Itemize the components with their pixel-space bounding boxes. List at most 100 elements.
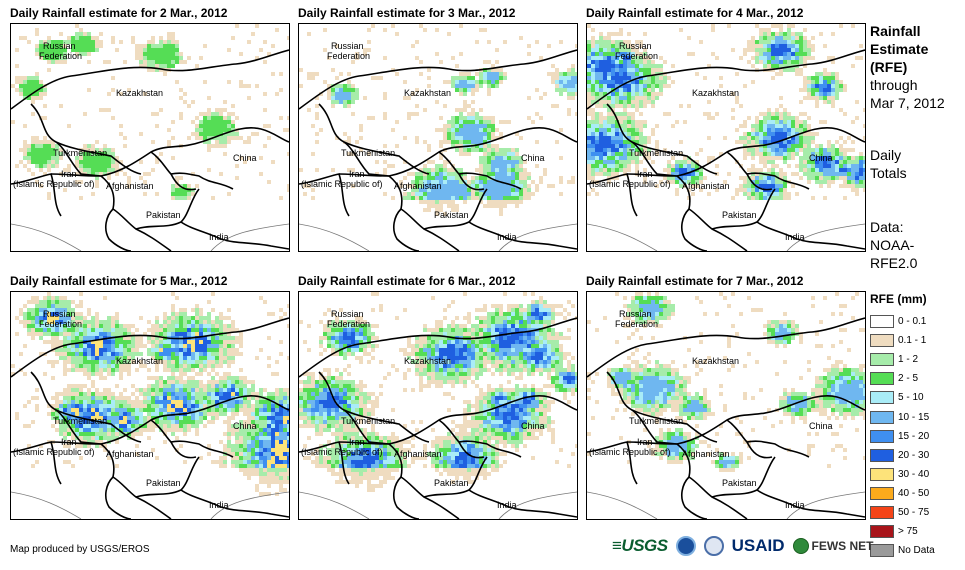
rainfall-map: Russian Federation Kazakhstan Turkmenistan I… (10, 291, 290, 520)
logo-strip: ≡USGS USAID FEWS NET (612, 536, 874, 556)
country-border (104, 208, 132, 251)
map-label-iran: Iran (61, 437, 77, 447)
panel-title: Daily Rainfall estimate for 5 Mar., 2012 (10, 274, 228, 288)
map-label-pakistan: Pakistan (434, 210, 469, 220)
country-border (423, 496, 460, 519)
map-label-russia: Russian (43, 41, 76, 51)
legend-swatch (870, 334, 894, 348)
data-source-label: Data: NOAA- RFE2.0 (870, 219, 918, 271)
seal-logo-icon (703, 536, 724, 556)
map-label-pakistan: Pakistan (146, 478, 181, 488)
usgs-logo: ≡USGS (612, 536, 668, 555)
legend-item: 1 - 2 (870, 350, 935, 369)
country-border (711, 496, 748, 519)
map-label-iran: (Islamic Republic of) (13, 179, 95, 189)
panel-title: Daily Rainfall estimate for 3 Mar., 2012 (298, 6, 516, 20)
legend-swatch (870, 391, 894, 405)
map-label-india: India (497, 500, 517, 510)
country-border (680, 208, 708, 251)
coastline (299, 491, 577, 519)
country-border (756, 489, 865, 518)
legend-label: 40 - 50 (898, 487, 930, 499)
map-label-china: China (521, 153, 545, 163)
legend-title: RFE (mm) (870, 292, 927, 306)
map-label-turkmenistan: Turkmenistan (341, 148, 395, 158)
legend-swatch (870, 505, 894, 519)
legend-swatch (870, 429, 894, 443)
map-label-iran: (Islamic Republic of) (589, 179, 671, 189)
country-border (50, 441, 200, 498)
legend-swatch (870, 372, 894, 386)
country-border (55, 409, 142, 443)
legend-label: 0 - 0.1 (898, 316, 927, 328)
map-label-china: China (521, 421, 545, 431)
map-label-afghanistan: Afghanistan (682, 181, 730, 191)
fews-net-logo: FEWS NET (792, 538, 874, 554)
legend-item: 20 - 30 (870, 446, 935, 465)
country-border (458, 441, 485, 459)
country-border (726, 151, 810, 190)
country-border (104, 476, 132, 519)
rainfall-map-panel: Daily Rainfall estimate for 5 Mar., 2012… (10, 274, 290, 522)
legend-item: 5 - 10 (870, 388, 935, 407)
map-label-india: India (209, 500, 229, 510)
legend-item: 50 - 75 (870, 503, 935, 522)
legend-item: > 75 (870, 522, 935, 541)
country-border (55, 141, 142, 175)
map-label-turkmenistan: Turkmenistan (53, 148, 107, 158)
map-label-turkmenistan: Turkmenistan (53, 416, 107, 426)
legend-swatch (870, 410, 894, 424)
coastline (587, 223, 865, 251)
rainfall-map-panel: Daily Rainfall estimate for 7 Mar., 2012… (586, 274, 866, 522)
map-label-afghanistan: Afghanistan (394, 449, 442, 459)
map-label-afghanistan: Afghanistan (394, 181, 442, 191)
rainfall-field (587, 292, 865, 472)
legend-swatch (870, 315, 894, 329)
panel-title: Daily Rainfall estimate for 4 Mar., 2012 (586, 6, 804, 20)
country-border (587, 441, 638, 485)
country-border (423, 228, 460, 251)
map-label-kazakhstan: Kazakhstan (116, 88, 163, 98)
map-label-china: China (233, 153, 257, 163)
country-border (587, 317, 865, 378)
noaa-logo-icon (675, 536, 696, 556)
credit-text: Map produced by USGS/EROS (10, 544, 150, 555)
country-border (756, 221, 865, 250)
legend-item: 0 - 0.1 (870, 312, 935, 331)
legend-label: 2 - 5 (898, 373, 919, 385)
country-border (50, 173, 200, 230)
country-border (343, 409, 430, 443)
map-label-india: India (497, 232, 517, 242)
panel-title: Daily Rainfall estimate for 2 Mar., 2012 (10, 6, 228, 20)
country-border (458, 173, 485, 191)
country-border (392, 476, 420, 519)
map-label-russia: Russian (43, 309, 76, 319)
map-label-iran: Iran (349, 437, 365, 447)
rainfall-map-panel: Daily Rainfall estimate for 6 Mar., 2012… (298, 274, 578, 522)
rainfall-map: Russian Federation Kazakhstan Turkmenistan I… (298, 23, 578, 252)
map-label-iran: (Islamic Republic of) (13, 447, 95, 457)
country-border (711, 228, 748, 251)
country-border (631, 409, 718, 443)
map-label-china: China (809, 421, 833, 431)
legend-swatch (870, 448, 894, 462)
country-border (135, 496, 172, 519)
rainfall-map-panel: Daily Rainfall estimate for 3 Mar., 2012… (298, 6, 578, 254)
map-label-china: China (809, 153, 833, 163)
country-border (631, 141, 718, 175)
legend-label: > 75 (898, 526, 918, 538)
rainfall-map-panel: Daily Rainfall estimate for 2 Mar., 2012… (10, 6, 290, 254)
legend-label: 30 - 40 (898, 468, 930, 480)
map-label-kazakhstan: Kazakhstan (692, 88, 739, 98)
legend-label: 0.1 - 1 (898, 335, 927, 347)
rainfall-field (587, 24, 865, 200)
country-border (11, 441, 62, 485)
heading-line: Rainfall (870, 23, 921, 39)
country-border (438, 419, 522, 458)
map-label-russia: Russian (331, 309, 364, 319)
rainfall-map: Russian Federation Kazakhstan Turkmenistan I… (586, 23, 866, 252)
country-border (626, 441, 776, 498)
map-label-russia: Federation (39, 319, 82, 329)
rainfall-map: Russian Federation Kazakhstan Turkmenistan I… (298, 291, 578, 520)
country-border (680, 476, 708, 519)
